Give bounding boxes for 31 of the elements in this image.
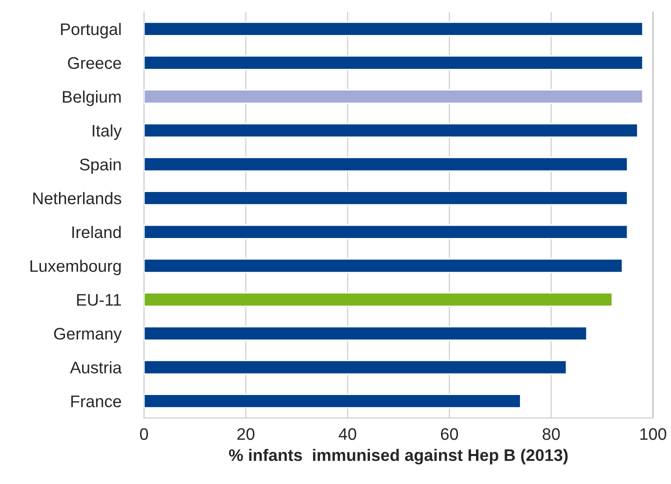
x-axis-title: % infants immunised against Hep B (2013) [228,448,568,464]
bar [144,292,613,308]
bar [144,224,628,240]
bar [144,258,624,274]
y-tick-label: Ireland [72,226,121,238]
bar [144,326,588,341]
y-tick-label: Luxembourg [30,260,121,276]
y-tick-label: Belgium [62,90,121,106]
y-tick-label: Spain [80,158,121,174]
bar [144,122,638,138]
y-tick-label: Portugal [61,22,121,38]
bar [144,55,644,70]
bar [144,394,522,409]
x-tick-label: 20 [237,428,254,440]
y-tick-label: Germany [54,328,122,343]
y-tick-label: EU-11 [77,294,121,306]
x-tick-label: 40 [338,428,356,440]
x-tick-label: 80 [542,428,560,440]
bar [144,156,628,172]
y-tick-label: Italy [92,124,122,140]
bar [144,89,644,104]
y-tick-label: Netherlands [33,192,122,204]
bar [144,360,568,375]
y-tick-label: Austria [70,361,122,374]
x-tick-label: 100 [640,428,666,440]
y-tick-label: Greece [68,57,122,69]
bar [144,21,644,36]
x-tick-label: 0 [140,428,148,440]
x-tick-label: 60 [440,428,458,440]
bar [144,190,628,206]
y-tick-label: France [71,396,122,408]
